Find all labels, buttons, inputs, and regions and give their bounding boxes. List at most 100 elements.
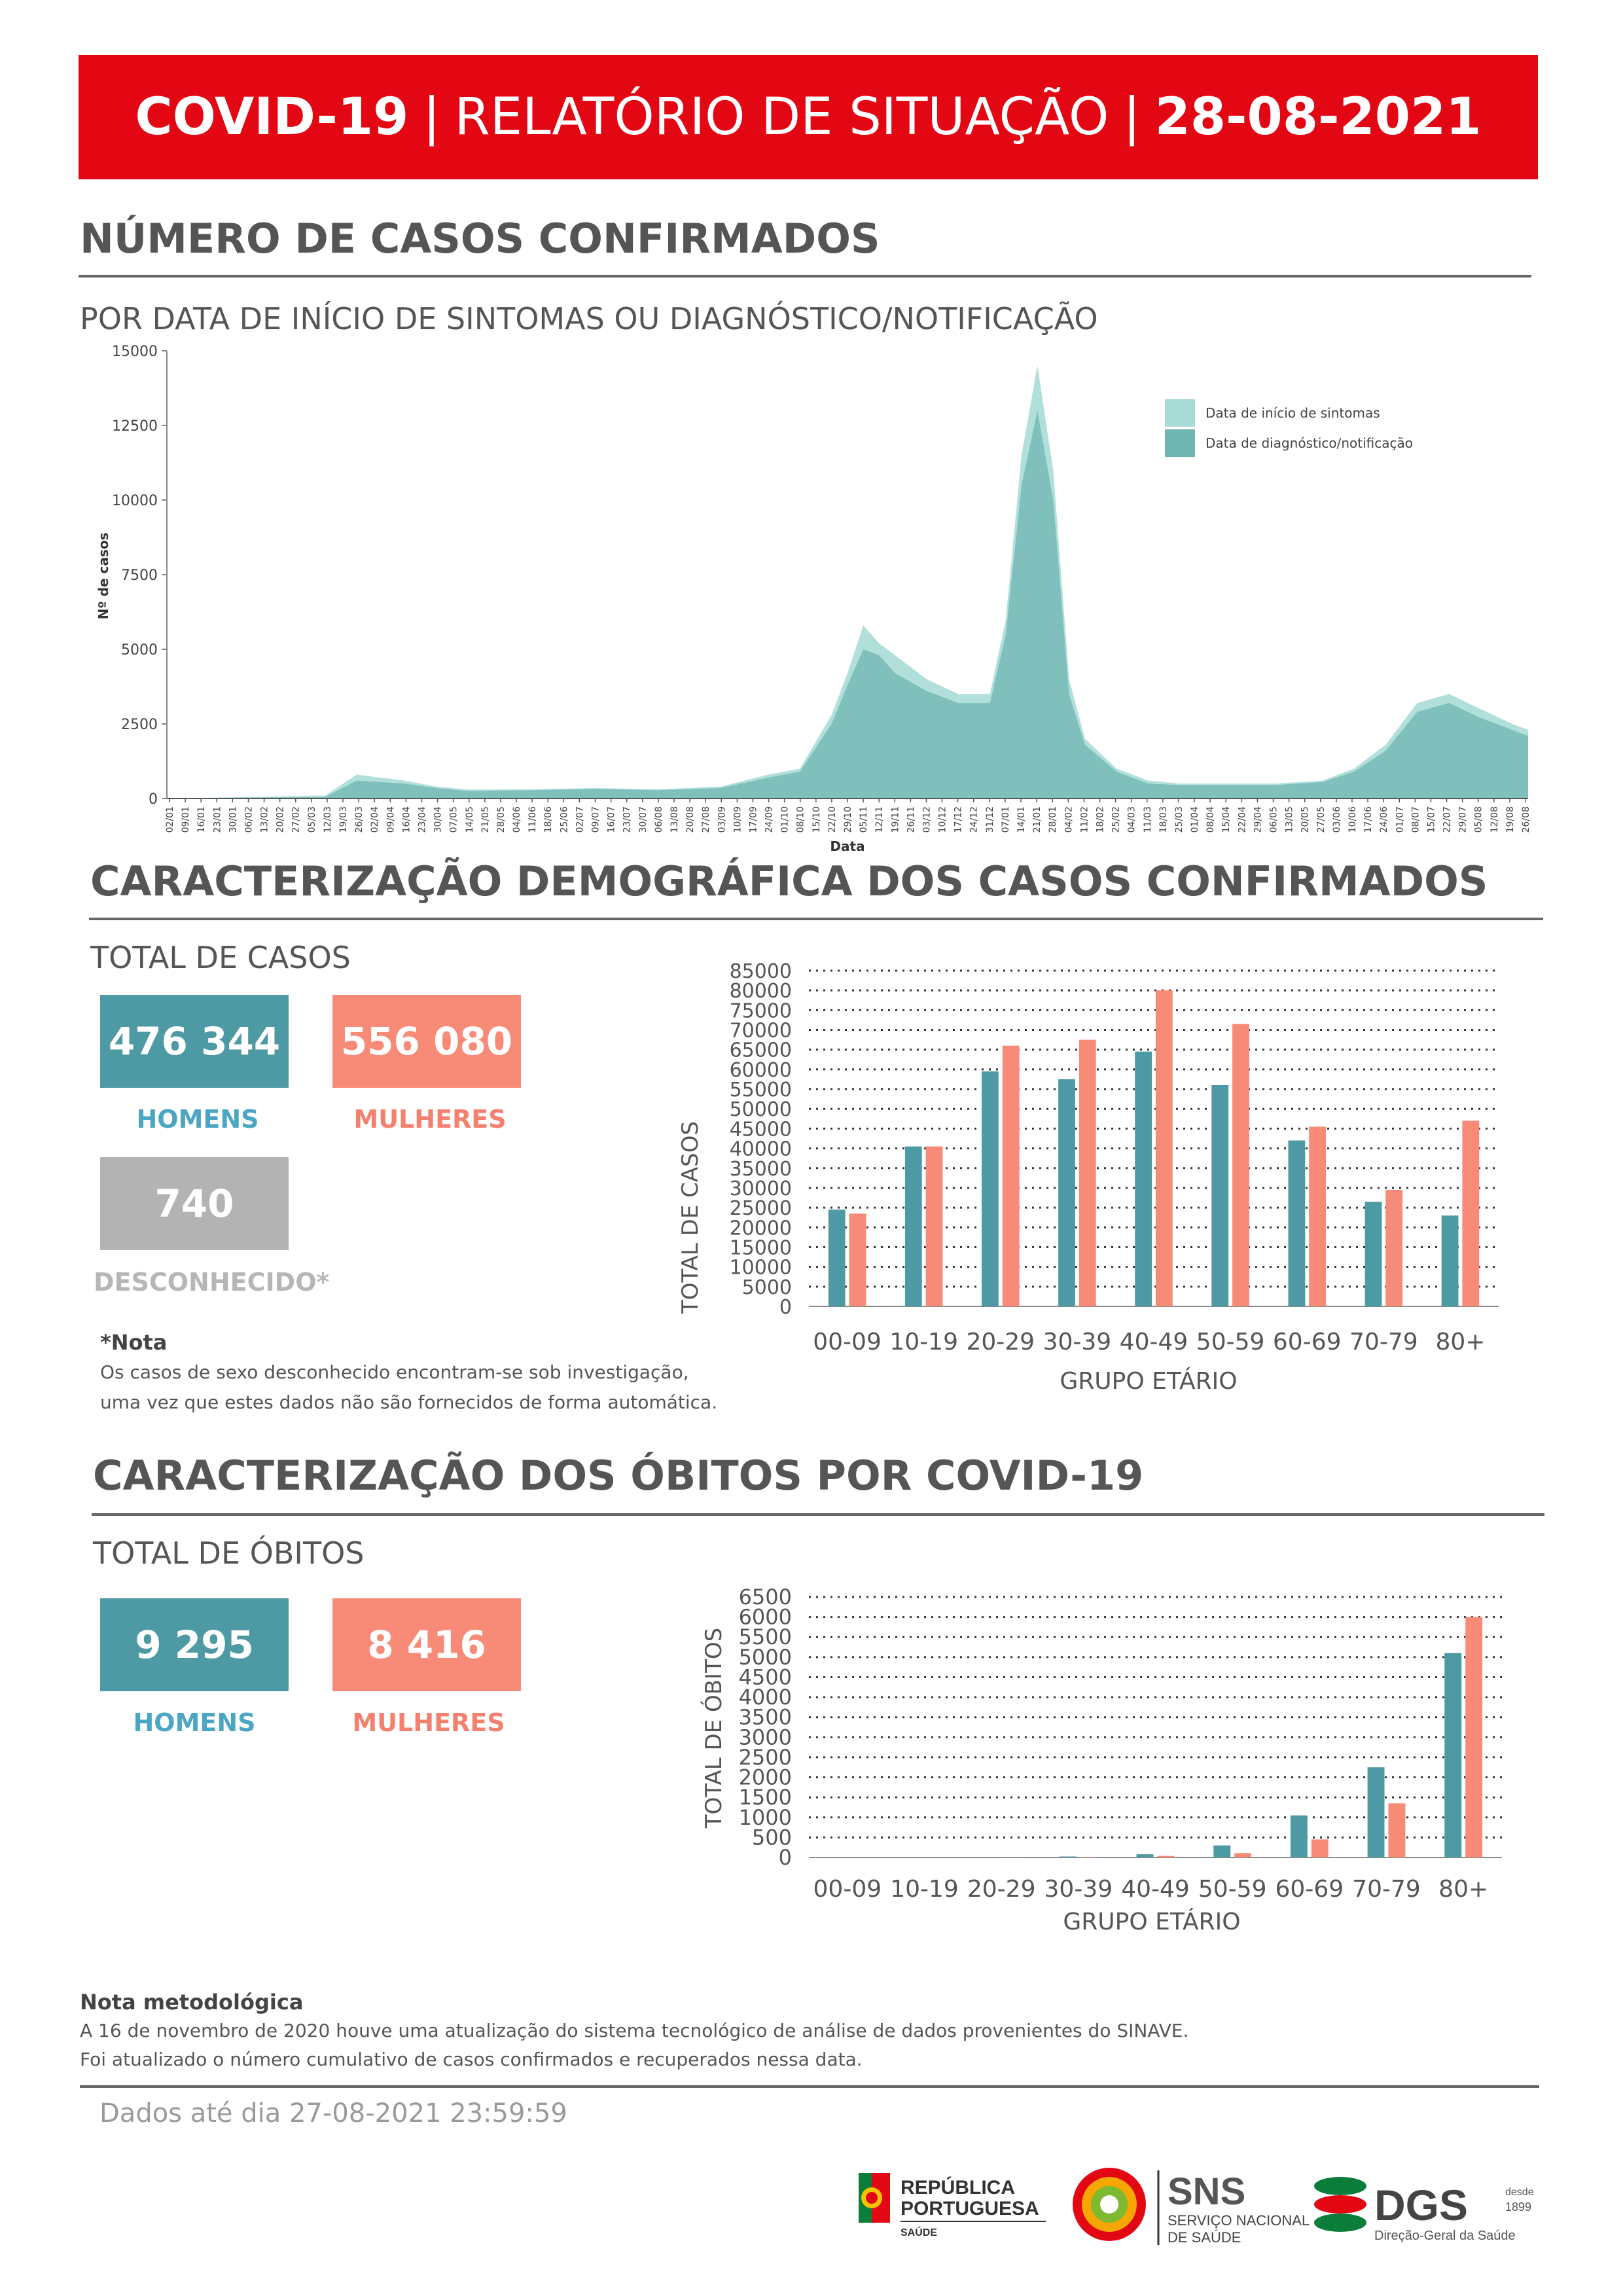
cases-chart-bar-men [1058,1079,1075,1306]
timeline-x-tick-label: 25/02 [1111,806,1122,833]
deaths-chart-y-tick-label: 3000 [739,1725,792,1749]
cases-men-label: HOMENS [136,1105,259,1134]
deaths-chart-y-tick-label: 5000 [739,1645,792,1670]
deaths-chart-bar-men [1444,1653,1462,1857]
cases-men-tile: 476 344 [100,995,289,1088]
timeline-x-tick-label: 28/01 [1048,806,1058,833]
deaths-men-label: HOMENS [133,1708,256,1737]
deaths-chart-y-tick-label: 0 [779,1845,792,1870]
deaths-chart-bar-women [1234,1853,1252,1857]
timeline-x-tick-label: 13/05 [1285,806,1295,833]
timeline-x-tick-label: 01/10 [780,806,791,833]
timeline-x-ticks: 02/01 09/01 16/01 23/01 30/01 06/02 13/02 20/02… [165,798,1531,833]
deaths-chart-bar-men [1213,1845,1231,1857]
cases-chart-bar-men [828,1210,846,1306]
timeline-x-tick-label: 02/07 [575,806,585,833]
timeline-x-tick-label: 30/01 [228,806,238,833]
timeline-x-tick-label: 23/01 [212,806,223,833]
cases-chart-y-label: TOTAL DE CASOS [677,1121,704,1314]
dgs-name: DGS [1374,2181,1468,2229]
timeline-x-tick-label: 10/09 [732,806,743,833]
timeline-x-tick-label: 16/07 [607,806,617,833]
timeline-x-tick-label: 04/06 [512,806,522,833]
rp-line-1: REPÚBLICA [901,2176,1015,2198]
cases-women-label: MULHERES [353,1105,507,1134]
deaths-chart-bar-women [1465,1617,1483,1857]
timeline-x-tick-label: 27/08 [701,806,711,833]
timeline-x-tick-label: 18/02 [1095,806,1105,833]
cases-chart-y-tick-label: 5000 [742,1276,792,1299]
deaths-chart-y-tick-label: 1500 [739,1785,792,1810]
rp-line-2: PORTUGUESA [901,2198,1039,2219]
timeline-x-tick-label: 16/01 [196,806,207,833]
timeline-x-tick-label: 18/03 [1158,806,1169,833]
timeline-x-tick-label: 23/07 [622,806,633,833]
timeline-x-tick-label: 15/10 [812,806,822,833]
timeline-y-tick-label: 15000 [112,344,158,360]
note-line-1: Os casos de sexo desconhecido encontram-… [100,1361,689,1383]
rp-line-3: SAÚDE [901,2226,937,2238]
timeline-x-tick-label: 29/07 [1458,806,1469,833]
section-title-deaths: CARACTERIZAÇÃO DOS ÓBITOS POR COVID-19 [93,1452,1144,1499]
method-note-line-2: Foi atualizado o número cumulativo de ca… [80,2049,863,2070]
timeline-series [167,365,1528,798]
deaths-chart-category-label: 00-09 [813,1876,882,1903]
deaths-chart-bar-men [1290,1815,1308,1857]
banner-date: 28-08-2021 [1154,88,1482,147]
footer-logos: REPÚBLICA PORTUGUESA SAÚDE SNS SERVIÇO N… [859,2168,1534,2246]
deaths-by-age-chart: 0500100015002000250030003500400045005000… [700,1585,1502,1935]
timeline-x-tick-label: 06/02 [243,806,254,833]
timeline-x-tick-label: 21/05 [480,806,491,833]
timeline-x-tick-label: 07/01 [1001,806,1011,833]
timeline-x-tick-label: 06/08 [654,806,664,833]
cases-women-value: 556 080 [340,1019,513,1064]
timeline-y-tick-label: 5000 [121,642,158,658]
timeline-x-tick-label: 10/12 [938,806,948,833]
timeline-x-tick-label: 22/04 [1237,806,1247,833]
deaths-chart-category-label: 40-49 [1121,1876,1190,1903]
timeline-x-tick-label: 27/05 [1316,806,1327,833]
deaths-chart-categories: 00-09 10-19 20-29 30-39 40-49 50-59 60-69 70-79… [813,1876,1489,1903]
cases-chart-y-tick-label: 0 [779,1296,792,1319]
sns-name: SNS [1168,2170,1245,2213]
cases-chart-y-tick-label: 45000 [730,1118,792,1141]
cases-chart-bar-men [982,1071,999,1306]
timeline-x-tick-label: 14/05 [465,806,475,833]
deaths-chart-grid: 0500100015002000250030003500400045005000… [739,1585,1502,1870]
timeline-x-tick-label: 07/05 [449,806,459,833]
total-cases-label: TOTAL DE CASOS [90,940,351,975]
timeline-x-tick-label: 26/08 [1521,806,1531,833]
timeline-y-tick-label: 10000 [112,493,158,509]
deaths-chart-category-label: 60-69 [1275,1876,1344,1903]
deaths-chart-y-tick-label: 3500 [739,1705,792,1730]
cases-chart-category-label: 70-79 [1349,1329,1418,1355]
deaths-men-tile: 9 295 [100,1598,289,1691]
deaths-chart-bar-women [1157,1856,1175,1857]
timeline-x-tick-label: 03/09 [717,806,727,833]
timeline-x-tick-label: 12/03 [323,806,333,833]
legend-swatch-symptoms [1165,399,1195,427]
timeline-x-tick-label: 20/08 [685,806,696,833]
sns-line-2: DE SAÚDE [1168,2229,1241,2246]
timeline-x-tick-label: 08/07 [1410,806,1421,833]
deaths-chart-bar-men [1136,1854,1154,1857]
cases-chart-y-tick-label: 55000 [730,1079,792,1102]
banner-separator: | [423,88,440,147]
deaths-chart-category-label: 80+ [1438,1876,1488,1903]
cases-unknown-tile: 740 [100,1157,289,1250]
timeline-x-tick-label: 26/11 [906,806,916,833]
timeline-x-tick-label: 22/10 [827,806,838,833]
cases-chart-category-label: 50-59 [1196,1329,1265,1355]
timeline-x-tick-label: 27/02 [291,806,302,833]
dgs-logo: DGS desde 1899 Direção-Geral da Saúde [1314,2177,1534,2243]
cases-chart-bar-women [1232,1024,1249,1306]
deaths-chart-category-label: 10-19 [890,1876,959,1903]
timeline-x-tick-label: 09/04 [385,806,396,833]
timeline-y-tick-label: 7500 [121,567,158,584]
timeline-x-tick-label: 20/05 [1300,806,1311,833]
deaths-chart-bars [828,1617,1483,1857]
cases-chart-bars [828,990,1480,1306]
timeline-x-tick-label: 11/06 [527,806,538,833]
section-title-cases: NÚMERO DE CASOS CONFIRMADOS [80,215,880,262]
dgs-subtitle: Direção-Geral da Saúde [1374,2229,1516,2243]
